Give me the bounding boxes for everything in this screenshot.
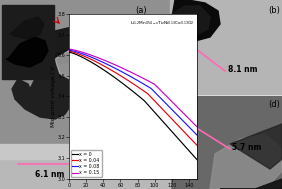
x = 0.08 [189,128,193,130]
x = 0.08 [91,57,95,59]
Polygon shape [55,44,110,84]
Text: 8.1 nm: 8.1 nm [228,64,257,74]
Text: 6.1 nm: 6.1 nm [35,170,65,179]
Bar [2,5,54,79]
x = 0.15 [67,48,71,50]
x = 0.15 [189,120,193,122]
x = 0.15 [75,50,78,52]
x = 0.08 [72,50,76,52]
x = 0.04 [72,51,76,53]
Bar [0,151,170,189]
Text: (d): (d) [268,100,280,109]
x = 0.15 [102,59,105,61]
x = 0.08 [75,51,78,53]
x = 0.08 [185,123,188,125]
Bar [0,144,170,159]
x = 0 [75,54,78,56]
x = 0.08 [196,134,199,137]
Polygon shape [172,0,220,41]
x = 0 [102,68,105,71]
Polygon shape [75,74,130,101]
Polygon shape [210,134,282,189]
x = 0.04 [196,145,199,147]
x = 0.15 [91,55,95,57]
x = 0.04 [189,138,193,140]
x = 0 [91,62,95,64]
x = 0 [196,159,199,161]
x = 0.08 [102,61,105,64]
Polygon shape [220,179,282,189]
Line: x = 0: x = 0 [69,52,197,160]
Line: x = 0.08: x = 0.08 [69,50,197,136]
x = 0.04 [185,133,188,135]
x = 0.04 [67,50,71,52]
x = 0.15 [185,115,188,117]
Polygon shape [15,27,85,64]
x = 0.15 [72,49,76,51]
Polygon shape [6,37,48,67]
Text: Li$_{1.2}$Mn$_{0.54-x}$Ti$_x$Ni$_{0.13}$Co$_{0.13}$O$_2$: Li$_{1.2}$Mn$_{0.54-x}$Ti$_x$Ni$_{0.13}$… [130,19,195,27]
x = 0 [67,51,71,53]
x = 0.04 [102,64,105,67]
Bar [170,96,282,189]
x = 0.04 [75,52,78,54]
Line: x = 0.04: x = 0.04 [69,51,197,146]
x = 0 [189,152,193,154]
Line: x = 0.15: x = 0.15 [69,49,197,127]
Bar [170,0,282,94]
Text: 5.7 nm: 5.7 nm [232,143,261,152]
Y-axis label: Mid-point voltage / V: Mid-point voltage / V [51,66,56,127]
Text: (a): (a) [135,6,147,15]
x = 0 [185,147,188,149]
Legend: x = 0, x = 0.04, x = 0.08, x = 0.15: x = 0, x = 0.04, x = 0.08, x = 0.15 [70,150,102,177]
Polygon shape [172,6,210,35]
Polygon shape [230,124,282,169]
x = 0.04 [91,59,95,61]
Polygon shape [12,49,85,119]
x = 0.15 [196,126,199,128]
x = 0 [72,53,76,55]
Text: (b): (b) [268,6,280,15]
x = 0.08 [67,49,71,51]
Polygon shape [10,17,44,39]
Bar [0,0,170,189]
